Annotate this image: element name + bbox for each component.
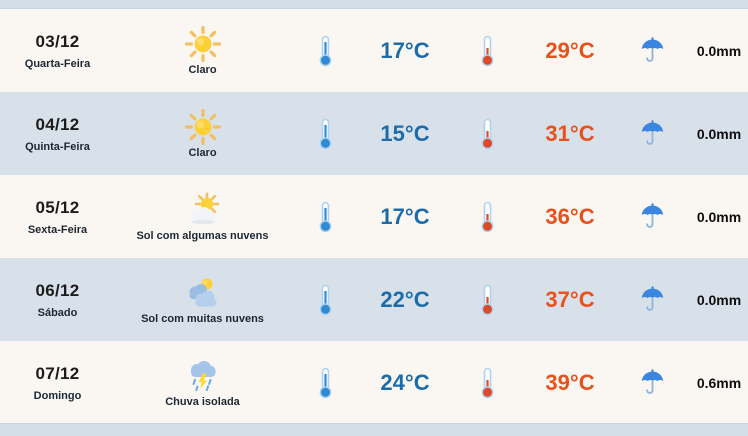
forecast-row: 03/12 Quarta-Feira Claro 17°C 29°C 0.0mm xyxy=(0,9,748,92)
date-label: 03/12 xyxy=(35,31,80,51)
date-label: 04/12 xyxy=(35,114,80,134)
umbrella-icon xyxy=(615,369,690,396)
forecast-row: 05/12 Sexta-Feira Sol com algumas nuvens… xyxy=(0,175,748,258)
thermometer-hot-icon xyxy=(450,367,525,399)
date-label: 07/12 xyxy=(35,363,80,383)
condition-label: Claro xyxy=(188,147,217,159)
precip-value: 0.0mm xyxy=(696,291,742,308)
date-label: 06/12 xyxy=(35,280,80,300)
sun-icon xyxy=(183,25,223,63)
precip-value: 0.0mm xyxy=(696,42,742,59)
max-temp: 36°C xyxy=(545,203,595,229)
precip-value: 0.0mm xyxy=(696,208,742,225)
condition-label: Chuva isolada xyxy=(165,396,240,408)
date-cell: 03/12 Quarta-Feira xyxy=(0,32,115,70)
bottom-strip xyxy=(0,423,748,436)
condition-label: Claro xyxy=(188,64,217,76)
forecast-row: 04/12 Quinta-Feira Claro 15°C 31°C 0.0mm xyxy=(0,92,748,175)
rain-lightning-icon xyxy=(183,357,223,395)
day-label: Quarta-Feira xyxy=(24,57,91,70)
umbrella-icon xyxy=(615,120,690,147)
date-label: 05/12 xyxy=(35,197,80,217)
condition-cell: Claro xyxy=(115,25,290,76)
condition-label: Sol com muitas nuvens xyxy=(141,313,264,325)
thermometer-cold-icon xyxy=(290,201,360,233)
forecast-row: 06/12 Sábado Sol com muitas nuvens 22°C … xyxy=(0,258,748,341)
sun-small-cloud-icon xyxy=(183,191,223,229)
min-temp: 15°C xyxy=(380,120,430,146)
max-temp: 31°C xyxy=(545,120,595,146)
date-cell: 06/12 Sábado xyxy=(0,281,115,319)
thermometer-cold-icon xyxy=(290,367,360,399)
min-temp: 17°C xyxy=(380,203,430,229)
condition-cell: Sol com algumas nuvens xyxy=(115,191,290,242)
thermometer-hot-icon xyxy=(450,284,525,316)
min-temp: 22°C xyxy=(380,286,430,312)
day-label: Sexta-Feira xyxy=(27,223,88,236)
day-label: Domingo xyxy=(33,389,82,402)
thermometer-cold-icon xyxy=(290,284,360,316)
condition-cell: Chuva isolada xyxy=(115,357,290,408)
precip-value: 0.0mm xyxy=(696,125,742,142)
thermometer-hot-icon xyxy=(450,201,525,233)
date-cell: 05/12 Sexta-Feira xyxy=(0,198,115,236)
thermometer-hot-icon xyxy=(450,118,525,150)
sun-icon xyxy=(183,108,223,146)
thermometer-cold-icon xyxy=(290,118,360,150)
condition-cell: Claro xyxy=(115,108,290,159)
thermometer-cold-icon xyxy=(290,35,360,67)
forecast-row: 07/12 Domingo Chuva isolada 24°C 39°C 0.… xyxy=(0,341,748,424)
min-temp: 17°C xyxy=(380,37,430,63)
sun-clouds-icon xyxy=(183,274,223,312)
top-strip xyxy=(0,0,748,9)
condition-label: Sol com algumas nuvens xyxy=(136,230,269,242)
max-temp: 39°C xyxy=(545,369,595,395)
day-label: Sábado xyxy=(37,306,78,319)
umbrella-icon xyxy=(615,37,690,64)
date-cell: 04/12 Quinta-Feira xyxy=(0,115,115,153)
umbrella-icon xyxy=(615,286,690,313)
umbrella-icon xyxy=(615,203,690,230)
date-cell: 07/12 Domingo xyxy=(0,364,115,402)
min-temp: 24°C xyxy=(380,369,430,395)
max-temp: 29°C xyxy=(545,37,595,63)
condition-cell: Sol com muitas nuvens xyxy=(115,274,290,325)
precip-value: 0.6mm xyxy=(696,374,742,391)
day-label: Quinta-Feira xyxy=(25,140,90,153)
thermometer-hot-icon xyxy=(450,35,525,67)
max-temp: 37°C xyxy=(545,286,595,312)
